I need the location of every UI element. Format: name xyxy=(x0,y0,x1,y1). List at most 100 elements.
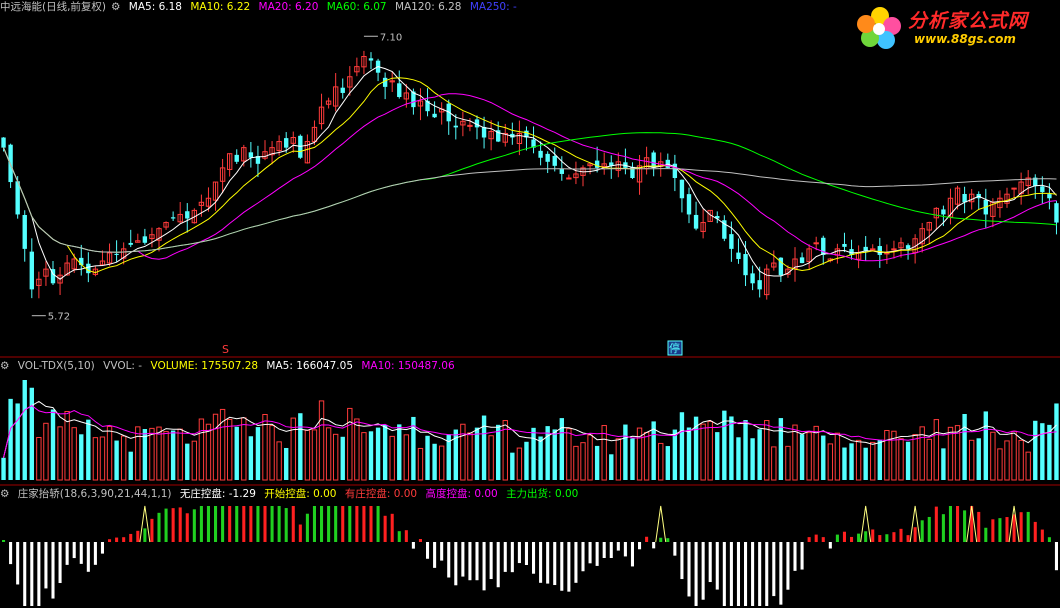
volume-bar xyxy=(496,424,501,480)
volume-bar xyxy=(792,424,798,481)
volume-bar xyxy=(332,433,339,481)
volume-bar xyxy=(743,420,748,480)
candle-body xyxy=(559,168,564,174)
volume-bar xyxy=(170,430,176,480)
volume-bar xyxy=(1018,439,1024,481)
candle-body xyxy=(467,124,473,127)
candle-body xyxy=(651,152,656,168)
volume-bar xyxy=(234,426,239,480)
candle-body xyxy=(128,242,133,245)
candle-body xyxy=(693,214,699,229)
candle-body xyxy=(340,87,345,93)
volume-bar xyxy=(785,445,791,481)
volume-bar xyxy=(255,427,261,480)
candle-body xyxy=(636,165,643,183)
volume-bar xyxy=(50,409,56,480)
volume-bar xyxy=(693,416,699,480)
candle-body xyxy=(736,252,741,259)
volume-bar xyxy=(340,436,345,480)
volume-bar xyxy=(198,418,205,481)
candle-body xyxy=(304,141,311,164)
settings-gear-icon[interactable]: ⚙ xyxy=(111,1,121,13)
volume-bar xyxy=(636,427,643,481)
candle-body xyxy=(234,154,239,162)
volume-bar xyxy=(114,440,119,480)
candle-body xyxy=(531,139,536,148)
candle-body xyxy=(898,242,904,249)
volume-bar xyxy=(750,438,755,480)
volume-bar xyxy=(516,447,523,481)
volume-bar xyxy=(156,426,162,481)
volume-bar xyxy=(403,434,410,481)
volume-bar xyxy=(1025,451,1031,481)
candle-body xyxy=(22,214,27,249)
indicator-spike xyxy=(139,505,151,543)
candle-body xyxy=(403,92,410,100)
indicator-name[interactable]: 庄家抬轿(18,6,3,90,21,44,1,1) xyxy=(17,488,172,500)
stock-title[interactable]: 中远海能(日线,前复权) xyxy=(0,1,107,13)
candle-body xyxy=(481,126,487,138)
volume-bar xyxy=(947,426,954,481)
volume-bar xyxy=(983,411,988,480)
candle-body xyxy=(368,58,374,61)
candle-body xyxy=(1040,186,1045,193)
candle-body xyxy=(1,137,6,148)
candle-body xyxy=(170,217,176,219)
volume-bar xyxy=(933,419,940,481)
volume-bar xyxy=(212,413,219,481)
volume-bar xyxy=(863,447,868,480)
candle-body xyxy=(601,163,607,167)
settings-gear-icon[interactable]: ⚙ xyxy=(0,360,10,372)
volume-bar xyxy=(849,443,854,480)
volume-bar xyxy=(205,423,212,481)
volume-bar xyxy=(1004,440,1010,481)
volume-bar xyxy=(729,416,734,480)
volume-bar xyxy=(276,441,282,481)
volume-bar xyxy=(855,439,862,481)
volume-bar xyxy=(135,426,141,481)
candle-body xyxy=(722,220,727,239)
volume-bar xyxy=(79,434,84,480)
settings-gear-icon[interactable]: ⚙ xyxy=(0,488,10,500)
candle-body xyxy=(1011,187,1017,190)
volume-bar xyxy=(248,436,254,480)
candle-body xyxy=(757,280,762,290)
volume-bar xyxy=(679,412,685,480)
candle-body xyxy=(524,130,529,138)
candle-body xyxy=(609,162,614,166)
volume-bar xyxy=(552,429,557,480)
vvol-label: VVOL: - xyxy=(103,360,143,372)
vol-indicator-name[interactable]: VOL-TDX(5,10) xyxy=(17,360,95,372)
volume-bar xyxy=(142,429,148,480)
candle-body xyxy=(198,201,205,206)
volume-bar xyxy=(884,429,890,481)
wuzhuang-label: 无庄控盘: -1.29 xyxy=(179,488,256,500)
volume-bar xyxy=(559,418,564,480)
candle-body xyxy=(905,245,911,249)
candle-body xyxy=(325,100,332,105)
candle-body xyxy=(347,76,353,88)
volume-bar xyxy=(771,446,777,481)
volume-bar xyxy=(446,434,451,480)
volume-bar xyxy=(722,410,727,480)
volume-bar xyxy=(827,443,834,481)
candle-body xyxy=(849,249,854,255)
volume-bar xyxy=(870,441,876,481)
volume-bar xyxy=(36,437,42,481)
volume-bar xyxy=(997,448,1003,481)
volume-bar xyxy=(1011,430,1017,481)
candle-body xyxy=(185,211,190,219)
candle-body xyxy=(502,132,508,143)
volume-bar xyxy=(92,437,99,481)
ting-marker-box xyxy=(667,340,683,356)
volume-bar xyxy=(120,435,127,481)
candle-body xyxy=(926,222,932,231)
volume-bar xyxy=(361,432,367,481)
candle-body xyxy=(284,138,289,148)
low-price-label: 5.72 xyxy=(48,312,70,323)
ma10-label: MA10: 6.22 xyxy=(190,1,251,13)
volume-bar xyxy=(601,425,607,481)
candle-body xyxy=(120,248,127,259)
